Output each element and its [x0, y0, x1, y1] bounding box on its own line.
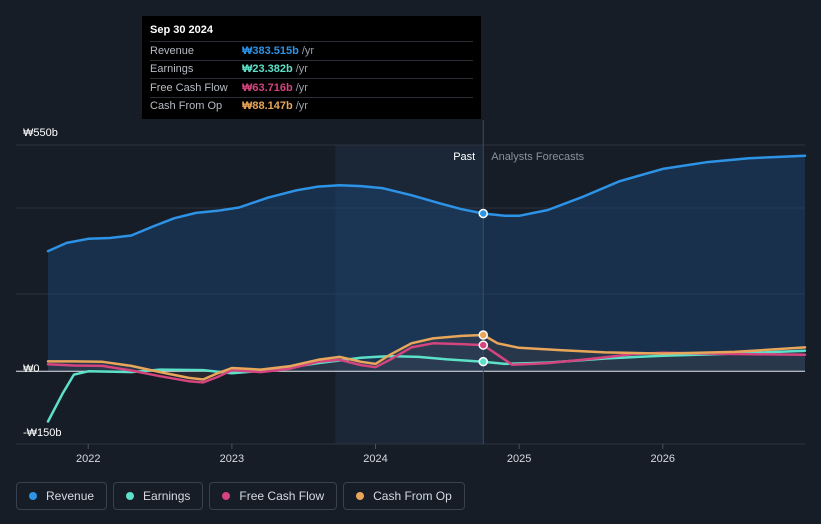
legend-item-revenue[interactable]: Revenue: [16, 482, 108, 510]
legend-item-free-cash-flow[interactable]: Free Cash Flow: [209, 482, 338, 510]
x-tick-label: 2024: [363, 453, 387, 465]
tooltip-value: ₩383.515b: [242, 44, 299, 57]
series-marker-cash-from-op: [478, 330, 488, 340]
series-marker-free-cash-flow: [478, 340, 488, 350]
tooltip-label: Free Cash Flow: [150, 81, 228, 94]
tooltip-date: Sep 30 2024: [150, 24, 213, 36]
tooltip-row-revenue: Revenue ₩383.515b /yr: [150, 41, 473, 60]
x-tick-label: 2025: [507, 453, 531, 465]
tooltip-label: Revenue: [150, 44, 195, 57]
y-tick-label: ₩550b: [23, 127, 58, 139]
legend-label: Cash From Op: [373, 489, 452, 503]
legend-label: Free Cash Flow: [239, 489, 325, 503]
legend-label: Revenue: [46, 489, 95, 503]
forecast-label: Analysts Forecasts: [491, 151, 584, 163]
revenue-area-fill: [48, 155, 805, 372]
series-marker-revenue: [478, 208, 488, 219]
free-cash-flow-dot-icon: [222, 492, 231, 500]
legend-item-cash-from-op[interactable]: Cash From Op: [343, 482, 465, 510]
x-tick-label: 2026: [651, 453, 675, 465]
y-tick-label: ₩0: [23, 363, 40, 375]
hover-tooltip: Sep 30 2024 Revenue ₩383.515b /yr Earnin…: [142, 16, 481, 119]
tooltip-row-earnings: Earnings ₩23.382b /yr: [150, 59, 473, 79]
x-tick-label: 2023: [220, 453, 244, 465]
tooltip-unit: /yr: [295, 81, 308, 94]
series-line-revenue: [46, 154, 807, 253]
legend-item-earnings[interactable]: Earnings: [113, 482, 204, 510]
cash-from-op-dot-icon: [356, 492, 365, 500]
legend-label: Earnings: [143, 489, 191, 503]
tooltip-row-free-cash-flow: Free Cash Flow ₩63.716b /yr: [150, 78, 473, 97]
y-tick-label: -₩150b: [23, 427, 62, 439]
tooltip-row-cash-from-op: Cash From Op ₩88.147b /yr: [150, 96, 473, 116]
past-label: Past: [453, 151, 475, 163]
revenue-dot-icon: [29, 492, 37, 500]
tooltip-unit: /yr: [295, 100, 308, 113]
series-marker-earnings: [478, 356, 488, 367]
tooltip-label: Cash From Op: [150, 100, 223, 113]
tooltip-unit: /yr: [295, 63, 308, 76]
x-tick-label: 2022: [76, 453, 100, 465]
earnings-dot-icon: [126, 492, 135, 500]
tooltip-value: ₩88.147b: [242, 100, 293, 113]
tooltip-value: ₩23.382b: [242, 63, 293, 76]
tooltip-unit: /yr: [301, 44, 315, 57]
chart-legend: Revenue Earnings Free Cash Flow Cash Fro…: [16, 482, 465, 510]
series-line-cash-from-op: [46, 333, 807, 381]
tooltip-label: Earnings: [150, 63, 194, 76]
tooltip-value: ₩63.716b: [242, 81, 293, 94]
series-line-free-cash-flow: [46, 342, 807, 384]
